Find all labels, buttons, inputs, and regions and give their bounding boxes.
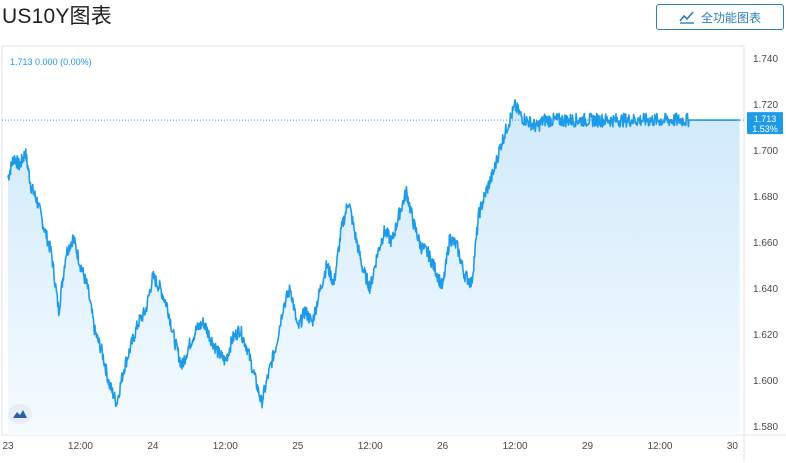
y-tick-label: 1.640 [753, 284, 778, 295]
legend-change-pct: (0.00%) [60, 57, 92, 67]
tradingview-logo-icon[interactable] [8, 404, 32, 424]
x-tick-label: 26 [437, 441, 449, 452]
x-tick-label: 12:00 [68, 441, 93, 452]
y-tick-label: 1.580 [753, 422, 778, 433]
x-tick-label: 12:00 [503, 441, 528, 452]
y-tick-label: 1.720 [753, 100, 778, 111]
x-tick-label: 24 [147, 441, 159, 452]
x-tick-label: 12:00 [213, 441, 238, 452]
cloud-logo-icon [13, 410, 27, 418]
y-tick-label: 1.700 [753, 146, 778, 157]
page-title: US10Y图表 [2, 5, 112, 28]
y-tick-label: 1.740 [753, 54, 778, 65]
chart-line-icon [679, 11, 694, 24]
legend-change: 0.000 [35, 57, 58, 67]
price-label-box [747, 112, 783, 135]
y-tick-label: 1.680 [753, 192, 778, 203]
x-tick-label: 29 [582, 441, 594, 452]
legend-last-value: 1.713 [10, 57, 33, 67]
y-tick-label: 1.600 [753, 376, 778, 387]
x-tick-label: 12:00 [358, 441, 383, 452]
y-tick-label: 1.660 [753, 238, 778, 249]
x-tick-label: 30 [727, 441, 739, 452]
price-label-value: 1.713 [754, 114, 777, 124]
full-chart-button-label: 全功能图表 [700, 10, 761, 25]
x-tick-label: 25 [292, 441, 304, 452]
price-label-pct: 1.53% [752, 124, 778, 134]
series-line [7, 99, 740, 409]
legend-status-line: 1.713 0.000 (0.00%) [10, 57, 92, 67]
full-chart-button[interactable]: 全功能图表 [656, 4, 784, 30]
y-tick-label: 1.620 [753, 330, 778, 341]
x-tick-label: 23 [2, 441, 14, 452]
x-tick-label: 12:00 [647, 441, 672, 452]
series-area-fill [8, 99, 740, 436]
price-chart[interactable]: 1.740 1.720 1.700 1.680 1.660 1.640 1.620 1.600… [0, 44, 786, 463]
